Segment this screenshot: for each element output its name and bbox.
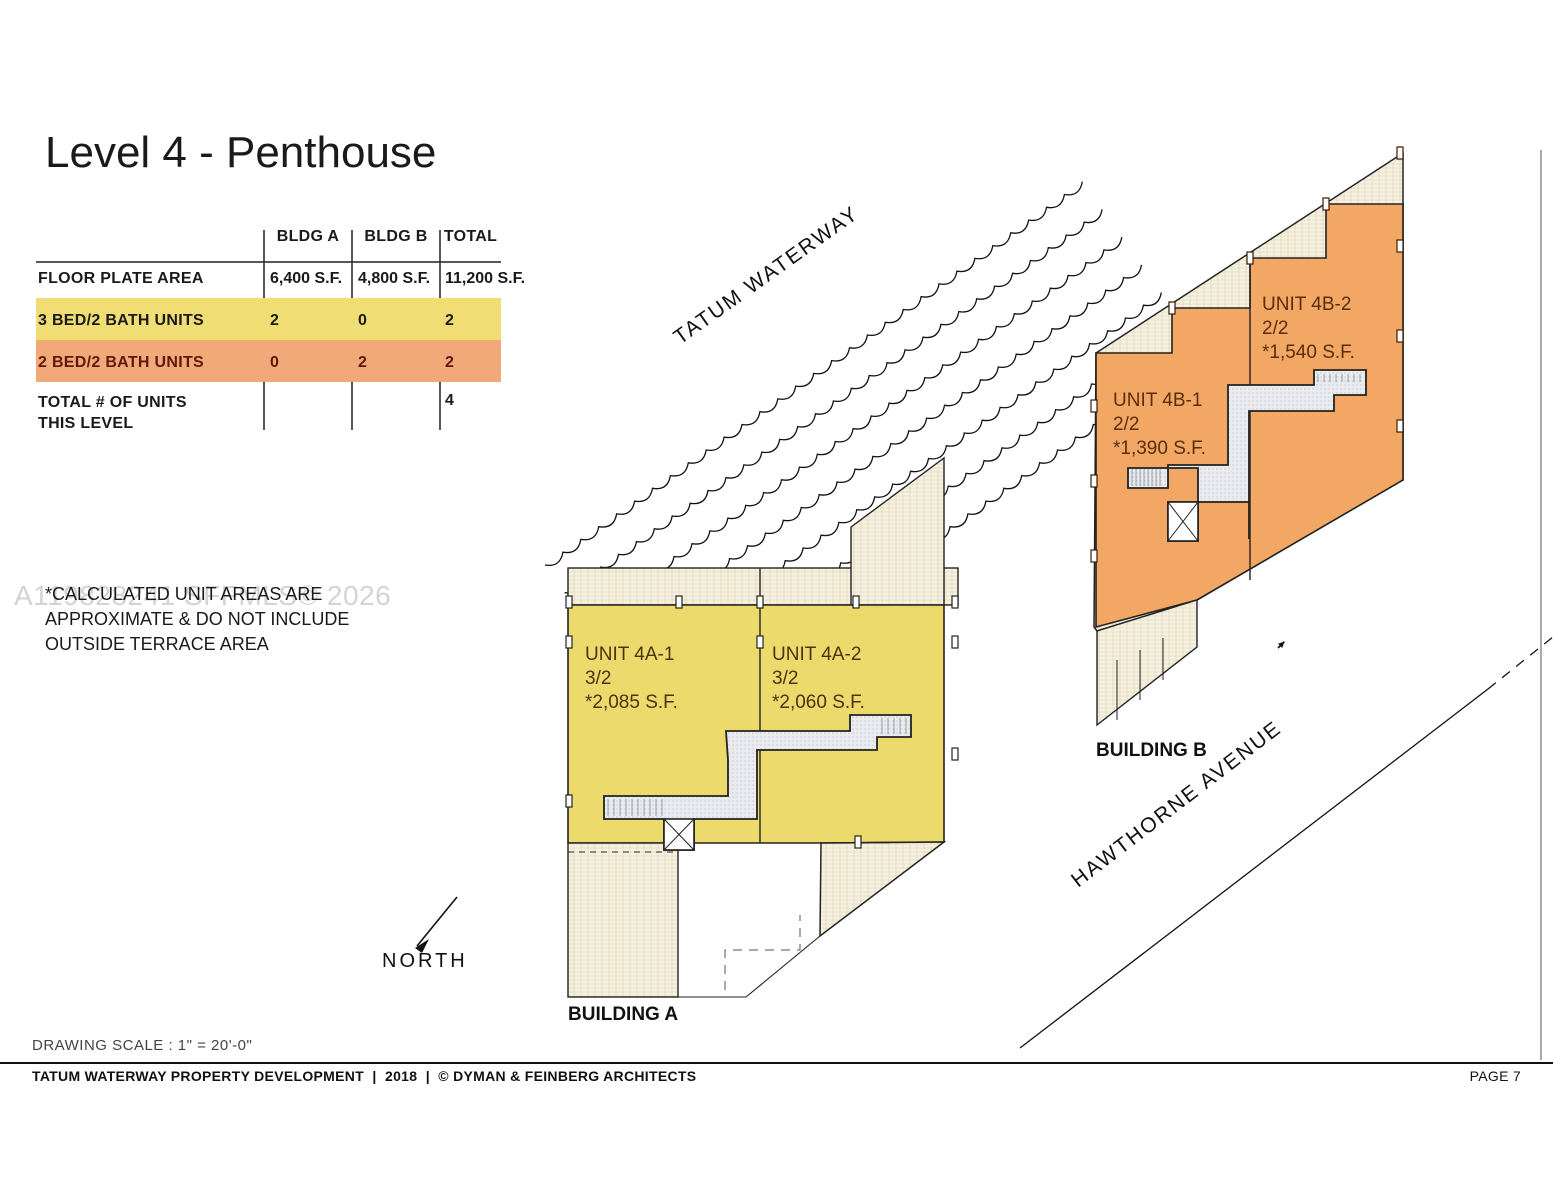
svg-text:BUILDING B: BUILDING B <box>1096 740 1207 761</box>
svg-text:UNIT 4B-2: UNIT 4B-2 <box>1262 294 1351 315</box>
svg-text:3/2: 3/2 <box>585 668 611 689</box>
svg-text:*2,060 S.F.: *2,060 S.F. <box>772 692 865 713</box>
svg-text:3/2: 3/2 <box>772 668 798 689</box>
svg-text:BUILDING A: BUILDING A <box>568 1004 678 1025</box>
svg-text:2/2: 2/2 <box>1262 318 1288 339</box>
svg-text:*2,085 S.F.: *2,085 S.F. <box>585 692 678 713</box>
svg-text:UNIT 4B-1: UNIT 4B-1 <box>1113 390 1202 411</box>
svg-text:UNIT 4A-2: UNIT 4A-2 <box>772 644 861 665</box>
svg-text:TATUM WATERWAY: TATUM WATERWAY <box>670 202 864 349</box>
svg-text:*1,390 S.F.: *1,390 S.F. <box>1113 438 1206 459</box>
svg-text:UNIT 4A-1: UNIT 4A-1 <box>585 644 674 665</box>
svg-text:2/2: 2/2 <box>1113 414 1139 435</box>
svg-text:*1,540 S.F.: *1,540 S.F. <box>1262 342 1355 363</box>
